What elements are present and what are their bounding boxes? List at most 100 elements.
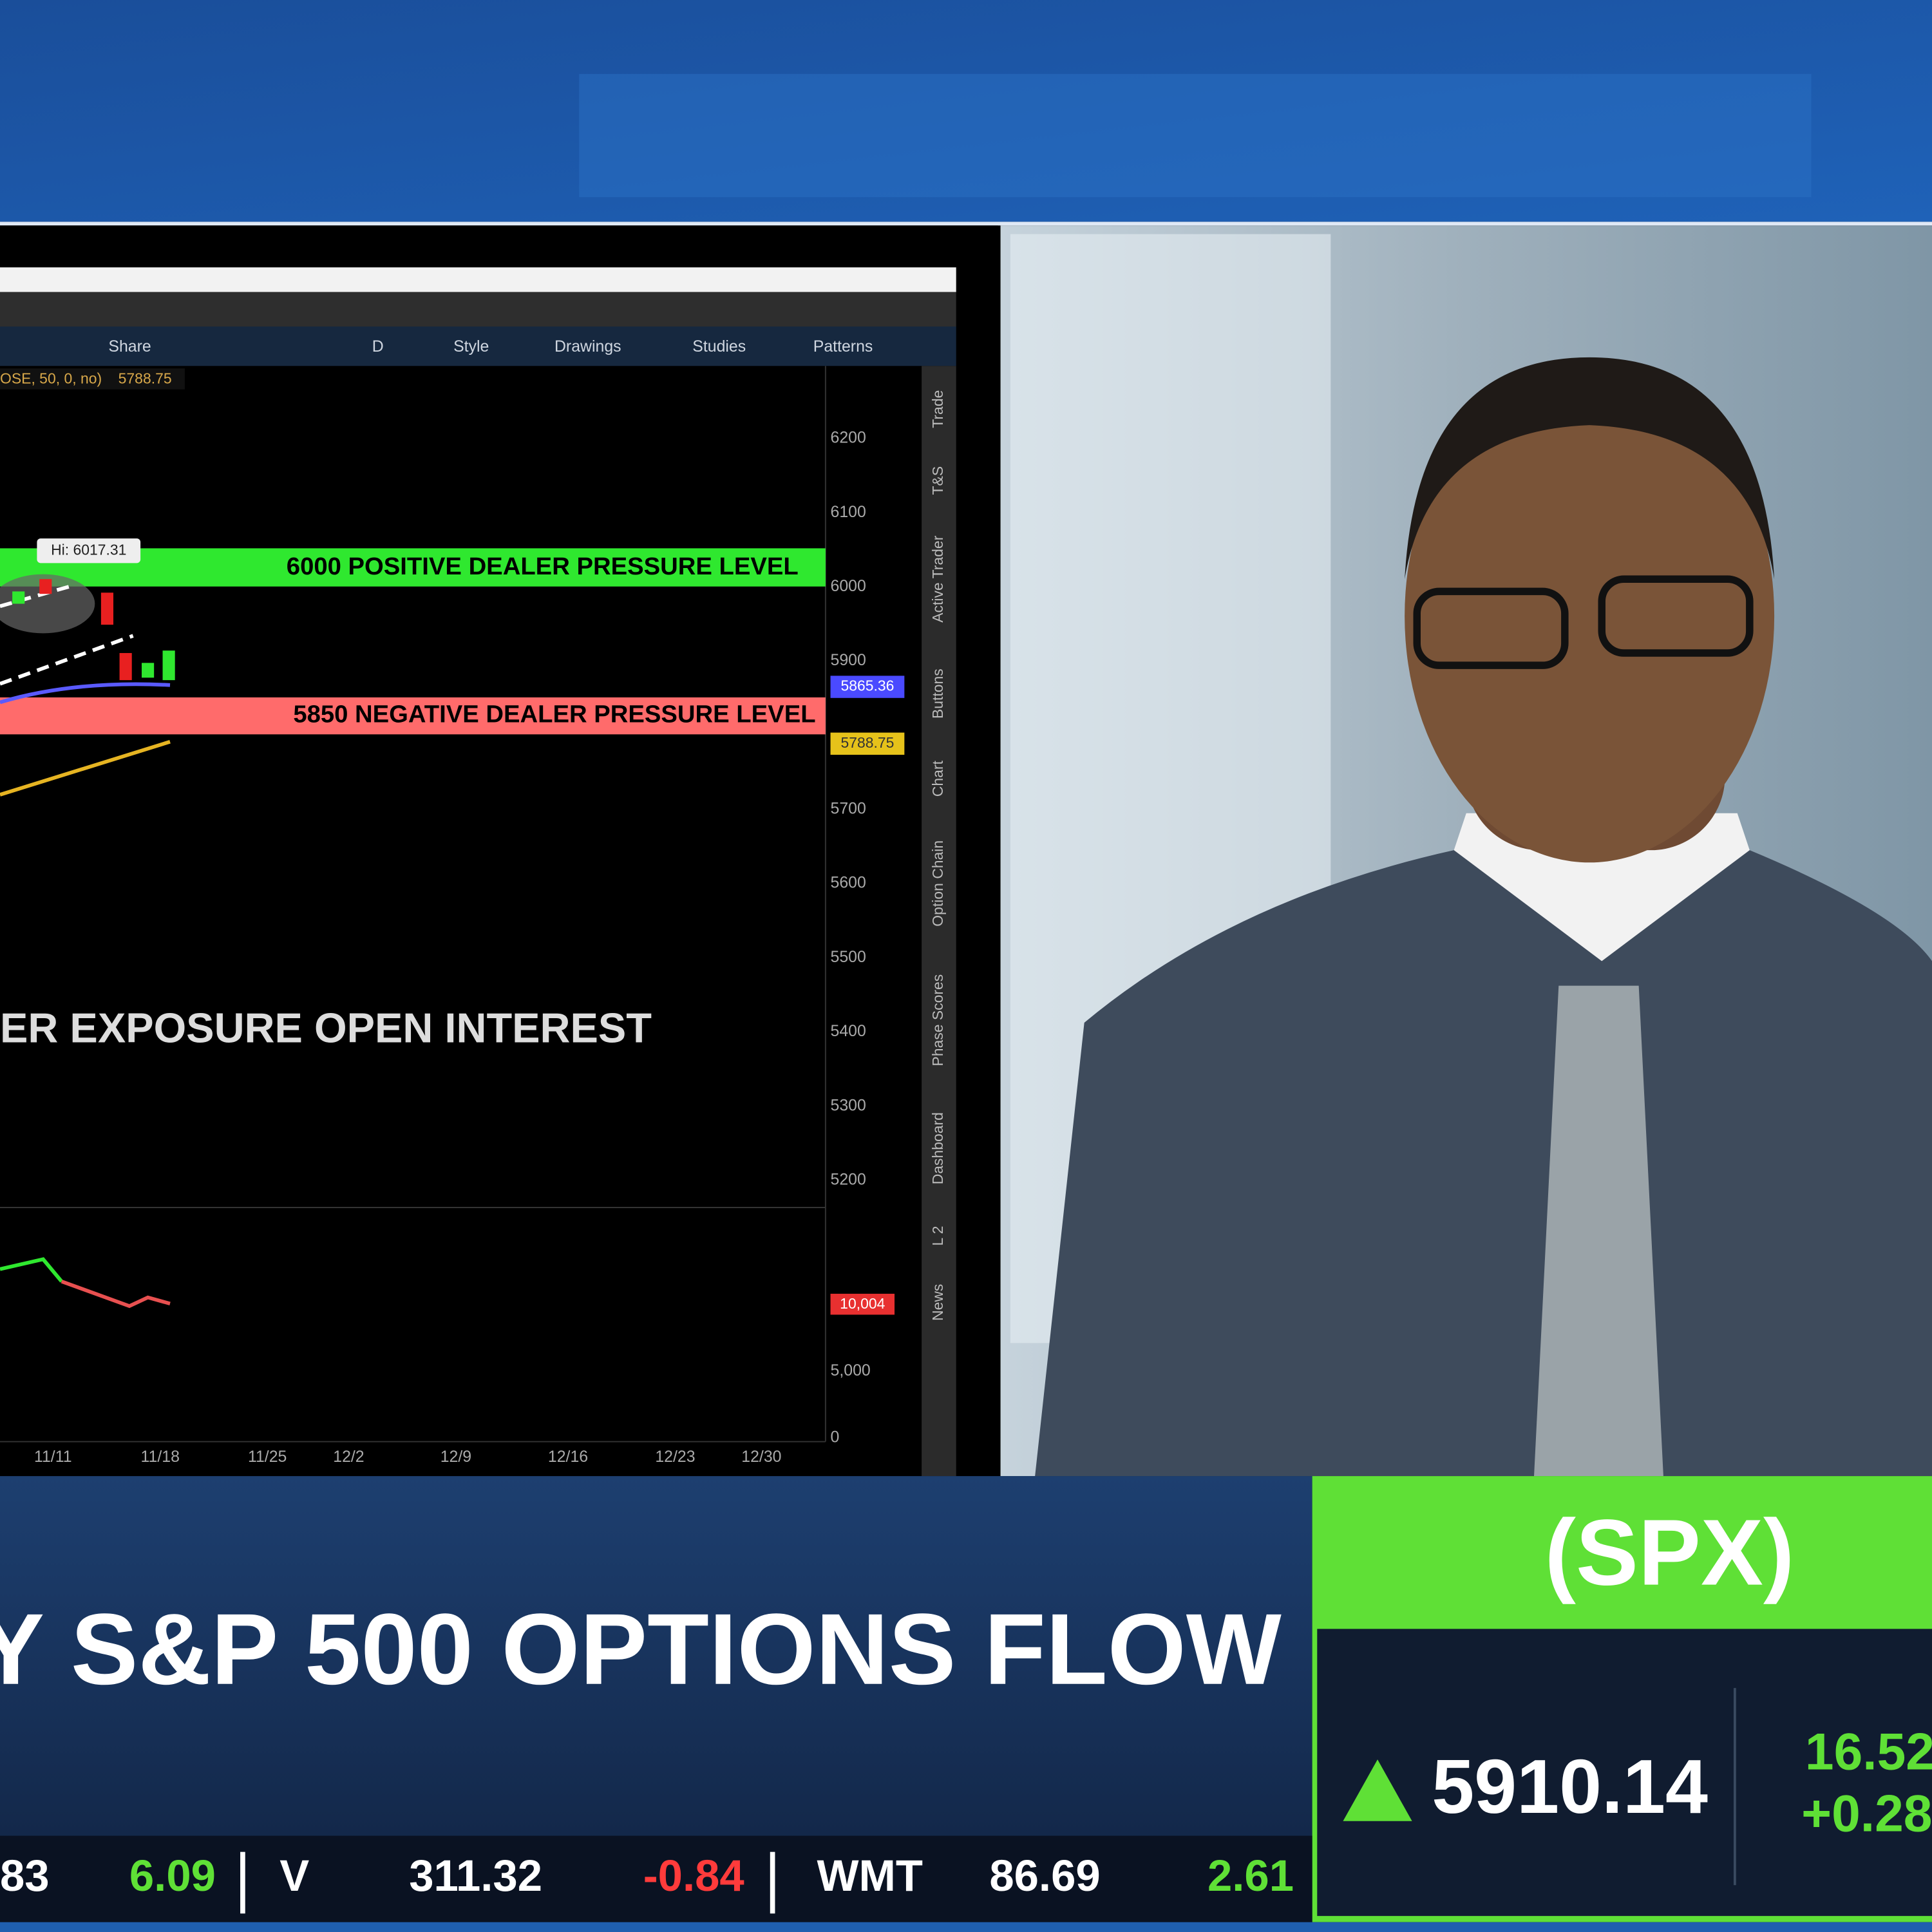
candle [119,653,132,681]
price-axis-label: 6100 [831,503,866,521]
price-axis-label: 5200 [831,1170,866,1188]
annotation: ER EXPOSURE OPEN INTEREST [0,1005,652,1052]
ticker-item: WMT [817,1851,922,1900]
moving-average [0,740,171,797]
date-label: 12/2 [333,1448,364,1466]
ticker [0,1835,1312,1922]
moving-average [0,682,171,705]
toolbar-button[interactable]: D [372,337,384,355]
suit [1035,813,1932,1477]
ticker-item: 86.69 [989,1851,1100,1900]
side-tab[interactable]: Phase Scores [929,974,946,1066]
toolbar-button[interactable]: Drawings [554,337,621,355]
side-tab[interactable]: Chart [929,761,946,797]
price-tag-label: 5865.36 [840,677,894,694]
banner-shape [579,73,1812,198]
quote-percent: +0.28 [1801,1785,1932,1842]
bottom-stripe [0,1922,1932,1932]
highlight [0,574,95,634]
side-tab[interactable]: News [929,1284,946,1321]
price-axis-label: 5500 [831,948,866,966]
ticker-item: 311.32 [409,1851,542,1900]
level-label: 5850 NEGATIVE DEALER PRESSURE LEVEL [293,701,815,728]
platform [0,225,998,1477]
toolbar-button[interactable]: Patterns [813,337,873,355]
glasses [1413,587,1569,669]
date-label: 12/9 [440,1448,471,1466]
candle [12,591,25,604]
ticker-item: -0.84 [643,1851,744,1900]
candle [39,579,52,594]
ticker-item: V [279,1851,309,1900]
shirt [1454,813,1750,961]
candle [100,592,114,625]
volume-line [0,1257,63,1283]
study-label: OSE, 50, 0, no) [0,370,102,386]
price-axis-label: 5400 [831,1022,866,1040]
price-axis-label: 6000 [831,577,866,595]
side-tab[interactable]: Dashboard [929,1112,946,1184]
toolbar-button[interactable]: Share [108,337,151,355]
face [1405,369,1775,863]
ticker-separator [770,1852,775,1914]
price-axis-label: 6200 [831,429,866,447]
side-tab[interactable]: L 2 [929,1226,946,1245]
price-axis-label: 5700 [831,800,866,818]
toolbar [0,327,956,366]
volume-tag-label: 10,004 [840,1295,885,1312]
side-tab[interactable]: Option Chain [929,840,946,927]
side-tab[interactable]: T&S [929,466,946,495]
date-label: 12/30 [741,1448,781,1466]
glasses [1598,575,1754,657]
toolbar-button[interactable]: Studies [692,337,746,355]
title-bar [0,267,956,292]
date-label: 11/11 [34,1448,72,1466]
price-axis-label: 5900 [831,651,866,669]
quote-price: 5910.14 [1432,1745,1708,1830]
quote-panel [1317,1629,1932,1917]
volume-axis-label: 5,000 [831,1361,871,1379]
price-tag [830,732,905,755]
date-label: 11/18 [141,1448,180,1466]
lower-third [0,1476,1312,1836]
ticker-item: 6.09 [129,1851,216,1900]
up-arrow [1343,1759,1412,1821]
date-label: 11/25 [248,1448,287,1466]
ticker-item: 2.61 [1208,1851,1294,1900]
side-tab[interactable]: Active Trader [929,535,946,622]
trend-line [0,583,75,609]
ticker-separator [240,1852,245,1914]
quote-change: 16.52 [1805,1723,1932,1781]
side-tab-strip [922,366,956,1477]
high-box [37,538,141,564]
quote-symbol: (SPX) [1545,1500,1795,1605]
side-tab[interactable]: Trade [929,390,946,428]
side-tab[interactable]: Buttons [929,668,946,719]
level-label: 6000 POSITIVE DEALER PRESSURE LEVEL [287,553,799,580]
price-tag [830,676,905,698]
high-label: Hi: 6017.31 [51,541,126,558]
candle [142,663,155,678]
volume-line [61,1280,171,1309]
trend-line [0,634,134,686]
tie [1534,985,1663,1477]
date-label: 12/16 [548,1448,588,1466]
volume-axis-label: 0 [831,1428,840,1446]
divider [0,222,1932,226]
nav-bar [0,292,956,327]
price-tag-label: 5788.75 [840,734,894,751]
level-band [0,697,826,735]
volume-tag [830,1293,895,1315]
date-label: 12/23 [655,1448,695,1466]
hair [1405,357,1775,580]
headline: AY S&P 500 OPTIONS FLOW [0,1593,1282,1706]
toolbar-button[interactable]: Style [453,337,489,355]
price-axis-label: 5300 [831,1096,866,1114]
study-box [0,368,185,390]
candle [162,650,175,681]
price-axis-label: 5600 [831,874,866,892]
ticker-item: 83 [0,1851,50,1900]
study-value: 5788.75 [118,370,172,386]
